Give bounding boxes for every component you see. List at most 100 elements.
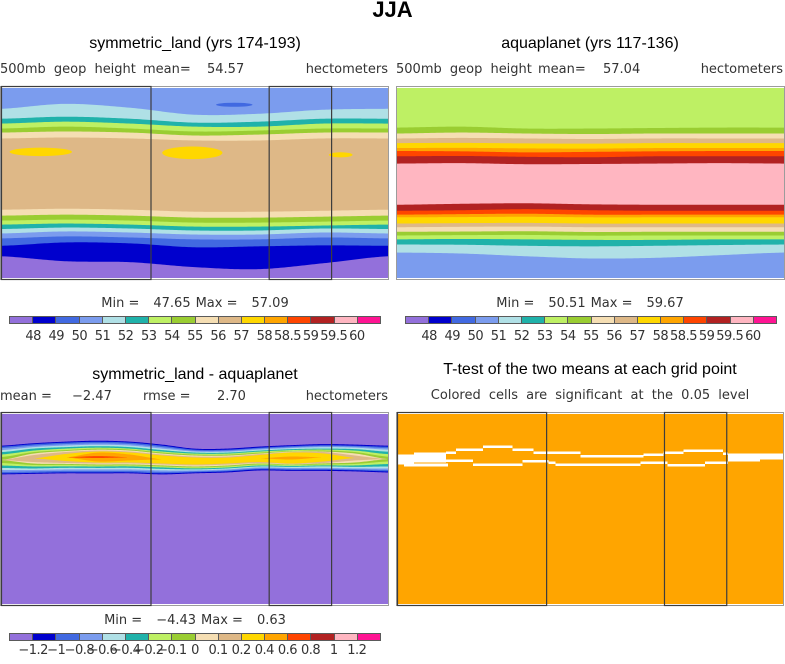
nonsignificant-cell xyxy=(640,461,668,464)
nonsignificant-cell xyxy=(455,448,483,452)
colorbar-swatch xyxy=(311,317,335,323)
colorbar-label: 0.6 xyxy=(277,643,298,658)
panel-title: symmetric_land (yrs 174-193) xyxy=(89,35,301,52)
colorbar-label: −0.6 xyxy=(87,643,118,658)
nonsignificant-cell xyxy=(723,452,729,456)
contour-map xyxy=(396,86,785,280)
colorbar-label: 54 xyxy=(164,329,180,344)
colorbar-swatch xyxy=(10,317,34,323)
max-label: Max = xyxy=(195,296,238,311)
colorbar-label: 50 xyxy=(71,329,88,344)
panel-title: symmetric_land - aquaplanet xyxy=(92,366,298,383)
colorbar-swatch xyxy=(753,317,776,323)
colorbar-label: 52 xyxy=(117,329,134,344)
colorbar xyxy=(9,316,381,324)
colorbar-swatch xyxy=(288,317,312,323)
colorbar-label: 59 xyxy=(302,329,319,344)
colorbar-swatch xyxy=(357,634,380,640)
colorbar-swatch xyxy=(265,317,289,323)
colorbar-label: 1 xyxy=(329,643,338,658)
colorbar-swatch xyxy=(172,634,196,640)
colorbar-swatch xyxy=(614,317,638,323)
contour-blob xyxy=(328,152,353,158)
colorbar-label: 57 xyxy=(233,329,250,344)
plot-frame xyxy=(0,412,389,606)
nonsignificant-cell xyxy=(403,463,448,467)
mean-label: mean= xyxy=(538,62,586,77)
colorbar-label: 1.2 xyxy=(347,643,367,658)
colorbar-swatch xyxy=(102,634,126,640)
colorbar-label: 57 xyxy=(629,329,646,344)
nonsignificant-cell xyxy=(397,454,414,465)
colorbar-label: −0.4 xyxy=(110,643,141,658)
panel-subtitle: Colored cells are significant at the 0.0… xyxy=(430,388,750,403)
colorbar-label: 55 xyxy=(187,329,203,344)
nonsignificant-cell xyxy=(472,463,523,466)
nonsignificant-cell xyxy=(643,453,664,457)
nonsignificant-cell xyxy=(413,452,446,463)
colorbar-label: 48 xyxy=(25,329,41,344)
colorbar-swatch xyxy=(429,317,453,323)
variable-label: 500mb geop height xyxy=(396,62,532,77)
colorbar-swatch xyxy=(149,634,173,640)
contour-band xyxy=(397,252,784,278)
contour-level xyxy=(67,452,321,462)
colorbar-label: 55 xyxy=(583,329,599,344)
max-label: Max = xyxy=(201,613,243,628)
nonsignificant-cell xyxy=(548,461,556,464)
mean-value: 54.57 xyxy=(207,62,245,77)
land-box-outline xyxy=(0,411,152,607)
land-box-outline xyxy=(663,411,728,607)
contour-map xyxy=(0,85,389,281)
colorbar-label: 54 xyxy=(560,329,576,344)
min-label: Min = xyxy=(496,296,535,311)
nonsignificant-cell xyxy=(760,453,783,460)
contour-blob xyxy=(162,146,223,160)
colorbar-label: 0 xyxy=(191,643,199,658)
nonsignificant-cell xyxy=(580,455,644,458)
colorbar-labels: 48 49 50 51 52 53 54 55 56 57 58 58.5 59 59.5 60 xyxy=(406,329,776,345)
min-label: Min = xyxy=(101,296,140,311)
colorbar-label: 56 xyxy=(210,329,226,344)
colorbar-swatch xyxy=(684,317,708,323)
nonsignificant-cell xyxy=(445,451,456,455)
nonsignificant-cell xyxy=(482,445,513,449)
colorbar-swatch xyxy=(452,317,476,323)
land-box-outline xyxy=(268,411,333,607)
colorbar-swatch xyxy=(79,317,103,323)
contour-blob xyxy=(216,102,253,107)
colorbar-label: 51 xyxy=(94,329,111,344)
contour-blob xyxy=(9,147,72,157)
panel-title: T-test of the two means at each grid poi… xyxy=(443,361,737,378)
max-value: 59.67 xyxy=(646,296,684,311)
colorbar-label: −0.8 xyxy=(64,643,95,658)
rmse-value: 2.70 xyxy=(217,389,246,404)
colorbar-swatch xyxy=(125,634,150,640)
min-max-readout: Min = 50.51 Max = 59.67 xyxy=(395,296,785,312)
figure-title: JJA xyxy=(372,0,413,22)
nonsignificant-cell xyxy=(512,448,534,452)
colorbar-swatch xyxy=(521,317,546,323)
colorbar-swatch xyxy=(637,317,662,323)
colorbar-swatch xyxy=(33,634,57,640)
colorbar-label: 53 xyxy=(536,329,553,344)
mean-label: mean = xyxy=(0,389,52,404)
mean-label: mean= xyxy=(143,62,191,77)
colorbar-swatch xyxy=(33,317,57,323)
variable-label: 500mb geop height xyxy=(0,62,136,77)
colorbar-swatch xyxy=(498,317,522,323)
colorbar-swatch xyxy=(195,317,219,323)
colorbar-swatch xyxy=(357,317,380,323)
nonsignificant-cell xyxy=(533,451,581,455)
colorbar-label: 50 xyxy=(467,329,484,344)
colorbar-swatch xyxy=(241,634,266,640)
colorbar-swatch xyxy=(334,317,358,323)
min-value: −4.43 xyxy=(156,613,197,628)
min-max-readout: Min = 47.65 Max = 57.09 xyxy=(0,296,390,312)
min-value: 50.51 xyxy=(548,296,586,311)
colorbar-label: 0.8 xyxy=(301,643,321,658)
colorbar-label: −1 xyxy=(47,643,66,658)
colorbar-swatch xyxy=(56,317,80,323)
difference-contour-map xyxy=(0,411,389,607)
